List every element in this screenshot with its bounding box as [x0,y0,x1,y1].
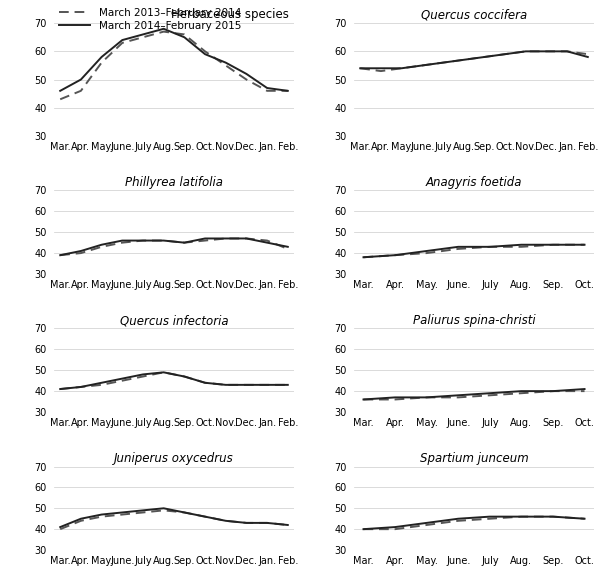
Text: Herbaceous species: Herbaceous species [172,8,289,21]
Title: Anagyris foetida: Anagyris foetida [426,176,522,189]
Title: Quercus coccifera: Quercus coccifera [421,9,527,22]
Title: Quercus infectoria: Quercus infectoria [119,314,229,327]
Title: Paliurus spina-christi: Paliurus spina-christi [413,314,535,327]
Title: Juniperus oxycedrus: Juniperus oxycedrus [114,452,234,466]
Title: Phillyrea latifolia: Phillyrea latifolia [125,176,223,189]
Title: Spartium junceum: Spartium junceum [419,452,529,466]
Legend: March 2013–February 2014, March 2014–February 2015: March 2013–February 2014, March 2014–Feb… [59,8,241,31]
